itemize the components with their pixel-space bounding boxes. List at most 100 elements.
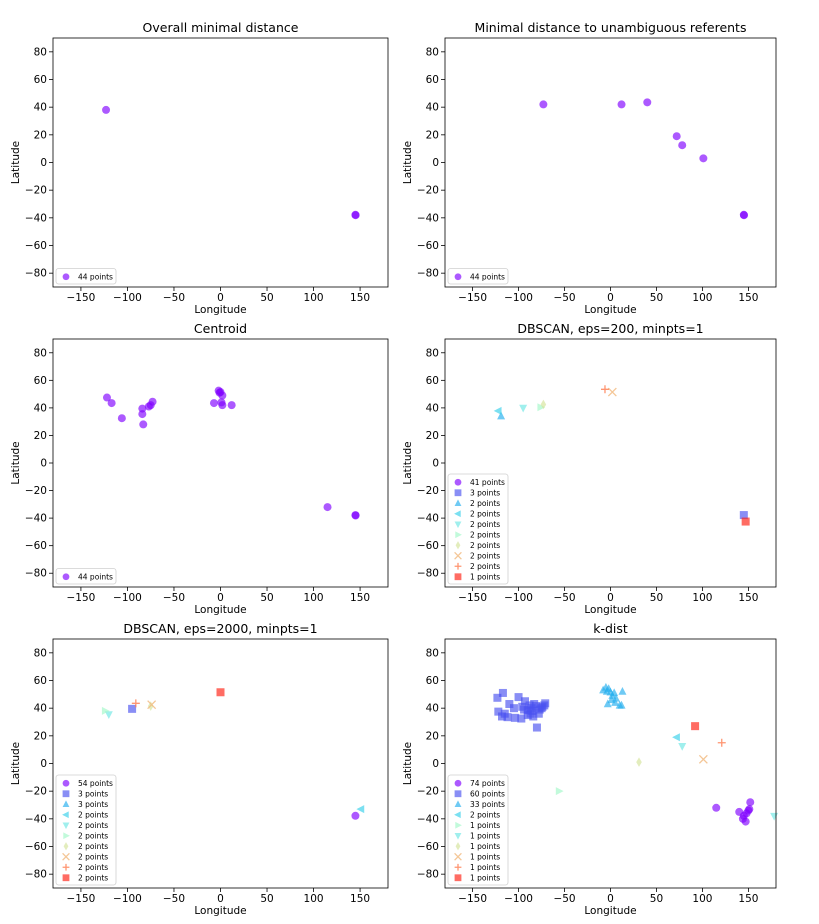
data-point-series-1 [138,404,147,413]
legend-label: 3 points [470,488,500,497]
legend-label: 2 points [78,863,108,872]
legend-marker [63,842,69,851]
legend-frame [447,774,509,886]
y-tick-label: 60 [426,675,439,687]
legend-label: 2 points [470,530,500,539]
data-point-series-2 [505,700,514,709]
legend-frame [55,268,117,285]
y-tick-label: −40 [25,513,47,525]
subplot-4: DBSCAN, eps=200, minpts=1 −150 −100 −50 0 50 1… [402,321,777,616]
legend-marker [62,273,70,281]
data-points [102,386,360,520]
legend-marker [454,273,462,281]
y-tick-label: 40 [426,402,439,414]
legend-marker [454,800,462,807]
legend-marker [454,499,462,506]
data-point-series-1 [218,391,227,400]
data-point-series-2 [498,688,507,697]
legend-marker [454,562,462,570]
legend-label: 2 points [470,520,500,529]
legend: 44 points [55,568,117,585]
data-point-series-1 [102,393,111,402]
y-tick-label: 0 [40,458,47,470]
y-tick-label: −40 [417,513,439,525]
data-point-series-1 [227,401,236,410]
data-point-series-8 [147,700,157,710]
legend-marker [454,510,461,518]
subplot-2: Minimal distance to unambiguous referent… [402,20,777,316]
x-axis-label: Longitude [584,905,636,917]
data-point-series-1 [209,399,218,408]
legend-marker [454,833,462,840]
y-axis-label: Latitude [402,141,414,184]
y-tick-label: 60 [426,375,439,387]
legend-label: 2 points [78,821,108,830]
data-point-series-9 [717,738,726,747]
legend-label: 2 points [470,551,500,560]
y-tick-label: 80 [34,46,47,58]
legend-label: 2 points [78,810,108,819]
legend-frame [447,268,509,285]
y-tick-label: 40 [34,402,47,414]
x-tick-label: 150 [350,592,370,604]
y-axis-label: Latitude [10,141,22,184]
y-tick-label: 20 [34,430,47,442]
x-tick-label: 50 [650,292,663,304]
subplot-title: Centroid [194,321,247,336]
y-tick-label: 60 [34,675,47,687]
legend-marker [454,874,462,882]
data-point-series-2 [534,709,543,718]
legend-label: 44 points [78,272,113,281]
y-tick-label: −60 [417,240,439,252]
legend-marker [62,800,70,807]
legend-label: 3 points [78,789,108,798]
x-tick-label: −100 [113,292,142,304]
x-tick-label: 50 [650,893,663,905]
x-tick-label: 100 [692,292,712,304]
x-tick-label: 50 [260,292,273,304]
subplot-title: Overall minimal distance [143,20,299,35]
legend-label: 2 points [78,852,108,861]
plot-frame [52,37,389,288]
y-tick-label: 80 [426,347,439,359]
data-point-series-1 [218,401,227,410]
x-tick-label: −150 [458,292,487,304]
x-tick-label: −50 [553,292,575,304]
x-tick-label: −150 [66,592,95,604]
plot-frame [444,638,777,889]
y-tick-label: 60 [34,375,47,387]
data-point-series-7 [636,757,642,767]
x-tick-label: −150 [66,893,95,905]
y-tick-label: 0 [432,758,439,770]
x-tick-label: 50 [650,592,663,604]
x-tick-label: 0 [217,292,224,304]
y-tick-label: 20 [426,730,439,742]
data-point-series-6 [678,743,687,751]
legend-marker [454,790,462,798]
legend-label: 60 points [470,789,505,798]
y-tick-label: −80 [25,869,47,881]
data-point-series-3 [618,686,627,695]
y-tick-label: −40 [25,813,47,825]
legend-label: 1 points [470,572,500,581]
x-tick-label: 150 [350,292,370,304]
data-point-series-1 [539,100,548,109]
x-axis-label: Longitude [584,304,636,316]
legend-marker [62,852,70,861]
data-point-series-2 [541,699,550,708]
data-point-series-10 [691,722,700,731]
data-point-series-7 [540,399,547,410]
data-point-series-1 [351,511,360,520]
data-point-series-4 [672,733,680,742]
data-point-series-2 [532,723,541,732]
legend-marker [62,863,70,871]
data-point-series-1 [138,410,147,419]
x-axis-label: Longitude [194,604,246,616]
legend-label: 2 points [470,499,500,508]
legend-label: 2 points [470,509,500,518]
y-tick-label: 20 [426,430,439,442]
data-point-series-1 [617,100,626,109]
legend-label: 74 points [470,779,505,788]
y-tick-label: −60 [417,540,439,552]
